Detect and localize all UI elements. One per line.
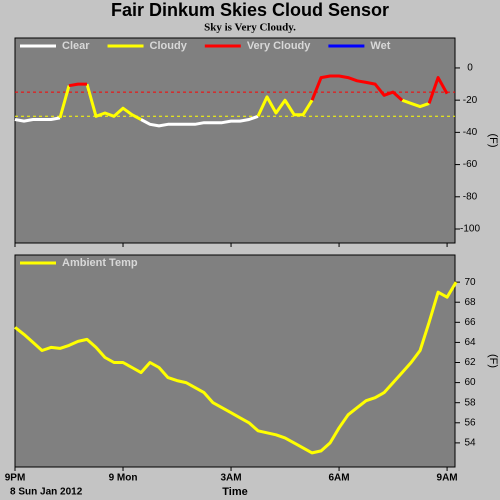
x-tick-label: 9AM (437, 473, 458, 484)
data-line (68, 74, 449, 104)
chart-subtitle: Sky is Very Cloudy. (204, 22, 296, 34)
y-tick-label: 64 (464, 337, 476, 348)
y-tick-label: 54 (464, 438, 476, 449)
legend-label: Clear (62, 40, 90, 52)
date-label: 8 Sun Jan 2012 (10, 487, 83, 498)
data-line (14, 281, 458, 455)
legend-label: Ambient Temp (62, 257, 138, 269)
y-tick-label: 70 (464, 277, 476, 288)
plot-area (14, 37, 456, 244)
x-tick-label: 9PM (5, 473, 26, 484)
y-tick-label: -40 (463, 127, 478, 138)
y-tick-label: 60 (464, 377, 476, 388)
chart-title: Fair Dinkum Skies Cloud Sensor (111, 0, 389, 20)
y-tick-label: 66 (464, 317, 476, 328)
y-tick-label: -100 (460, 224, 480, 235)
plot-area (14, 254, 456, 468)
y-axis-label: (F) (487, 133, 499, 147)
y-tick-label: 62 (464, 357, 476, 368)
x-tick-label: 6AM (328, 473, 349, 484)
legend-label: Cloudy (150, 40, 188, 52)
y-tick-label: 56 (464, 417, 476, 428)
y-tick-label: 68 (464, 297, 476, 308)
data-line (58, 83, 430, 121)
x-axis-label: Time (222, 486, 247, 498)
legend-label: Very Cloudy (247, 40, 311, 52)
legend-label: Wet (370, 40, 390, 52)
y-tick-label: 58 (464, 397, 476, 408)
y-tick-label: -80 (463, 191, 478, 202)
y-tick-label: -60 (463, 159, 478, 170)
y-tick-label: 0 (467, 63, 473, 74)
y-tick-label: -20 (463, 95, 478, 106)
x-tick-label: 3AM (220, 473, 241, 484)
y-axis-label: (F) (487, 354, 499, 368)
x-tick-label: 9 Mon (109, 473, 138, 484)
data-line (14, 114, 259, 128)
